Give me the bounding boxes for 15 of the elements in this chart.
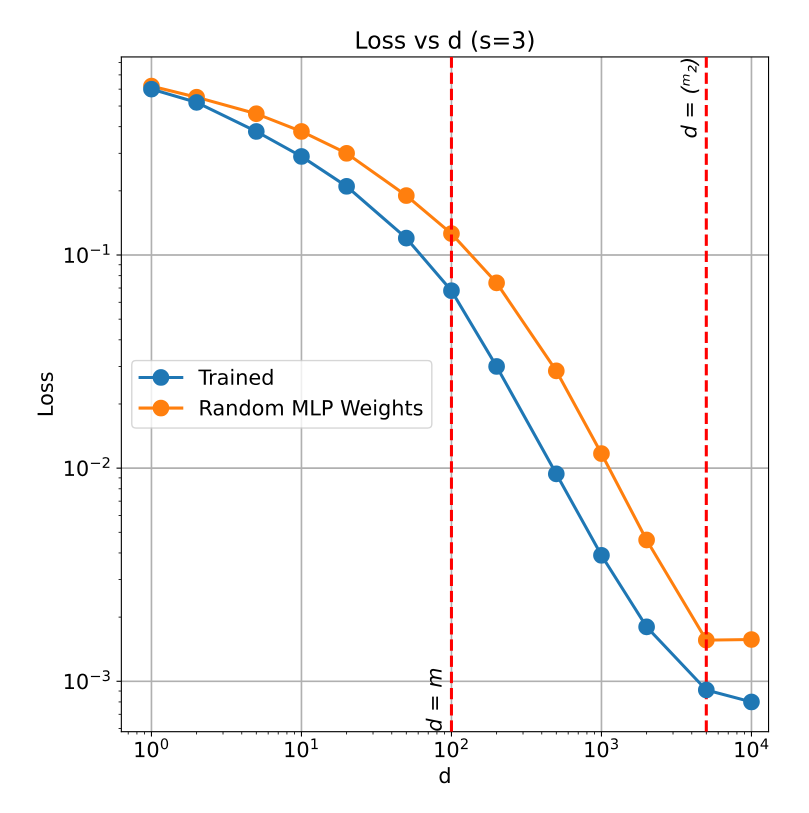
chart-title: Loss vs d (s=3) bbox=[356, 30, 534, 52]
x-tick-label: 10$^{4}$ bbox=[735, 738, 768, 758]
y-tick-label: 10$^{−3}$ bbox=[64, 670, 110, 690]
legend-label: Random MLP Weights bbox=[200, 400, 422, 420]
x-tick-label: 10$^{2}$ bbox=[435, 738, 468, 758]
x-axis-title: d bbox=[439, 767, 450, 784]
x-tick-label: 10$^{3}$ bbox=[585, 738, 618, 758]
y-tick-label: 10$^{−1}$ bbox=[64, 244, 110, 264]
ref-line-label: d = (ᵐ₂) bbox=[680, 59, 700, 138]
y-tick-label: 10$^{−2}$ bbox=[64, 457, 110, 476]
legend-label: Trained bbox=[198, 368, 273, 386]
y-axis-title: Loss bbox=[38, 372, 54, 416]
x-tick-label: 10$^{0}$ bbox=[135, 738, 168, 758]
x-tick-label: 10$^{1}$ bbox=[285, 738, 318, 758]
ref-line-label: d = m bbox=[426, 668, 442, 731]
